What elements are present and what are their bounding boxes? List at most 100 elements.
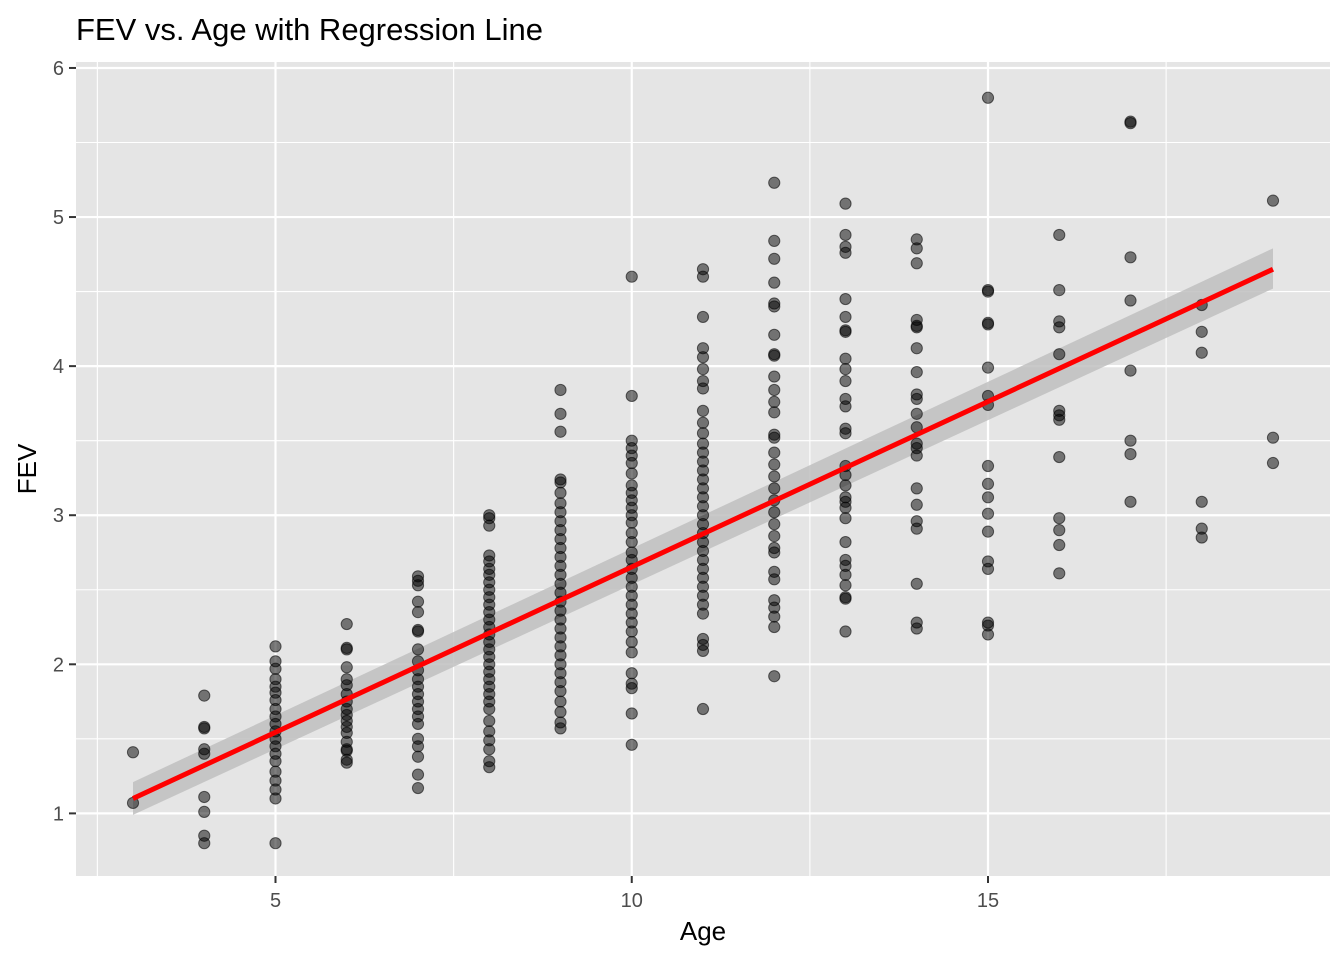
data-point [768, 670, 781, 683]
data-point [696, 382, 710, 395]
data-point [1053, 321, 1066, 334]
data-point [768, 252, 781, 265]
data-point [910, 577, 923, 590]
data-point [768, 482, 781, 495]
data-point [839, 310, 852, 324]
data-point [198, 747, 211, 760]
data-point [1053, 524, 1066, 537]
data-point [696, 644, 710, 657]
data-point [910, 522, 923, 535]
data-point [411, 740, 425, 753]
data-point [696, 427, 710, 440]
data-point [839, 568, 852, 581]
data-point [625, 516, 638, 529]
data-point [910, 498, 923, 511]
data-point [981, 507, 995, 520]
data-point [483, 761, 496, 774]
data-point [981, 361, 995, 374]
data-point [839, 579, 852, 592]
data-point [839, 400, 852, 413]
data-point [1266, 431, 1280, 444]
data-point [483, 519, 496, 532]
data-point [768, 573, 781, 586]
data-point [1053, 283, 1066, 297]
data-point [910, 365, 923, 379]
data-point [269, 792, 282, 805]
data-point [411, 781, 425, 795]
data-point [1124, 495, 1137, 508]
data-point [696, 702, 710, 716]
data-point [625, 467, 638, 480]
data-point [411, 606, 425, 619]
y-tick-label: 4 [53, 356, 64, 378]
data-point [1266, 456, 1280, 470]
data-point [340, 661, 353, 674]
data-point [126, 746, 140, 759]
data-point [768, 234, 781, 248]
data-point [839, 427, 852, 440]
chart-title: FEV vs. Age with Regression Line [76, 12, 543, 47]
data-point [554, 476, 567, 489]
data-point [625, 635, 638, 649]
data-point [839, 501, 852, 514]
data-point [839, 374, 852, 388]
data-point [1124, 294, 1137, 307]
data-point [696, 351, 710, 364]
axis-ticks: 5 10 15 1 2 3 4 5 6 [53, 58, 999, 912]
x-tick-label: 15 [977, 890, 999, 912]
y-tick-label: 2 [53, 654, 64, 676]
data-point [768, 529, 781, 543]
data-point [625, 389, 638, 403]
data-point [839, 246, 852, 259]
data-point [625, 456, 638, 470]
data-point [1195, 495, 1208, 508]
data-point [768, 276, 781, 289]
data-point [411, 643, 425, 656]
data-point [1053, 413, 1066, 426]
data-point [839, 228, 852, 242]
data-point [340, 617, 353, 631]
data-point [625, 707, 638, 720]
data-point [198, 722, 211, 735]
data-point [910, 257, 923, 270]
data-point [554, 425, 567, 438]
data-point [839, 197, 852, 210]
x-tick-label: 5 [270, 890, 281, 912]
data-point [910, 321, 923, 334]
data-point [910, 449, 923, 462]
data-point [981, 525, 995, 538]
data-point [1053, 228, 1066, 242]
data-point [839, 512, 852, 525]
data-point [910, 482, 923, 495]
data-point [1195, 325, 1208, 338]
data-point [768, 406, 781, 419]
data-point [554, 383, 567, 397]
data-point [910, 342, 923, 355]
data-point [198, 689, 211, 702]
data-point [981, 91, 995, 104]
data-point [839, 325, 852, 338]
data-point [839, 592, 852, 605]
data-point [981, 285, 995, 298]
data-point [1195, 346, 1208, 359]
x-tick-label: 10 [621, 890, 643, 912]
data-point [411, 579, 425, 592]
data-point [768, 446, 781, 459]
data-point [768, 300, 781, 313]
data-point [198, 837, 211, 850]
y-tick-label: 6 [53, 58, 64, 80]
y-axis-title: FEV [12, 443, 42, 494]
data-point [768, 370, 781, 383]
data-point [768, 458, 781, 471]
data-point [696, 607, 710, 620]
data-point [768, 349, 781, 362]
data-point [483, 714, 496, 728]
data-point [411, 768, 425, 781]
data-point [269, 662, 282, 675]
data-point [768, 395, 781, 409]
y-tick-label: 5 [53, 207, 64, 229]
data-point [1053, 567, 1066, 580]
data-point [554, 486, 567, 499]
data-point [696, 310, 710, 324]
